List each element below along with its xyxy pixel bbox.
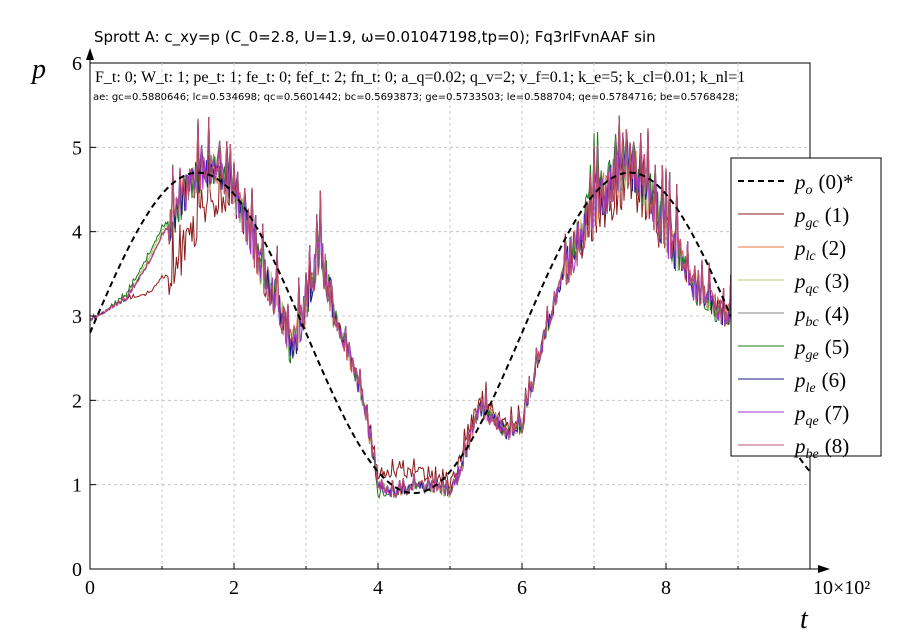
legend-label: pqc (3) [793,269,849,297]
y-tick-label: 4 [72,222,82,244]
legend-label: pgc (1) [793,203,849,231]
series-line-gc [90,138,739,492]
series-line-be [90,117,739,499]
x-axis-label: t [800,604,809,633]
chart-title: Sprott A: c_xy=p (C_0=2.8, U=1.9, ω=0.01… [94,28,656,47]
legend: po (0)* pgc (1) plc (2) pqc (3) pbc (4) pge (5) ple(… [730,157,882,462]
y-tick-label: 1 [72,475,82,497]
legend-label: po (0)* [793,170,854,198]
legend-label: ple (6) [793,368,846,396]
y-tick-label: 0 [72,559,82,581]
x-axis-multiplier: 10×10² [813,577,870,599]
y-tick-label: 6 [72,53,82,75]
legend-box [730,157,882,457]
errors-line: ae: gc=0.5880646; lc=0.534698; qc=0.5601… [93,92,738,103]
params-line: F_t: 0; W_t: 1; pe_t: 1; fe_t: 0; fef_t:… [95,69,745,86]
y-axis-label: p [30,54,46,85]
y-tick-label: 2 [72,390,82,412]
x-tick-label: 4 [373,577,383,599]
y-tick-label: 3 [72,306,82,328]
legend-label: pge (5) [793,335,849,363]
x-tick-label: 6 [517,577,527,599]
reference-line [90,171,810,495]
legend-label: pbc (4) [793,302,849,330]
x-tick-label: 0 [85,577,95,599]
series-layer [90,115,810,500]
y-tick-label: 5 [72,137,82,159]
legend-label: pqe (7) [793,401,849,429]
legend-label: pbe (8) [793,434,849,462]
axis-ticks: 0 2 4 6 8 0 1 2 3 4 5 6 [72,53,739,599]
legend-label: plc (2) [793,236,846,264]
x-tick-label: 8 [661,577,671,599]
x-tick-label: 2 [229,577,239,599]
